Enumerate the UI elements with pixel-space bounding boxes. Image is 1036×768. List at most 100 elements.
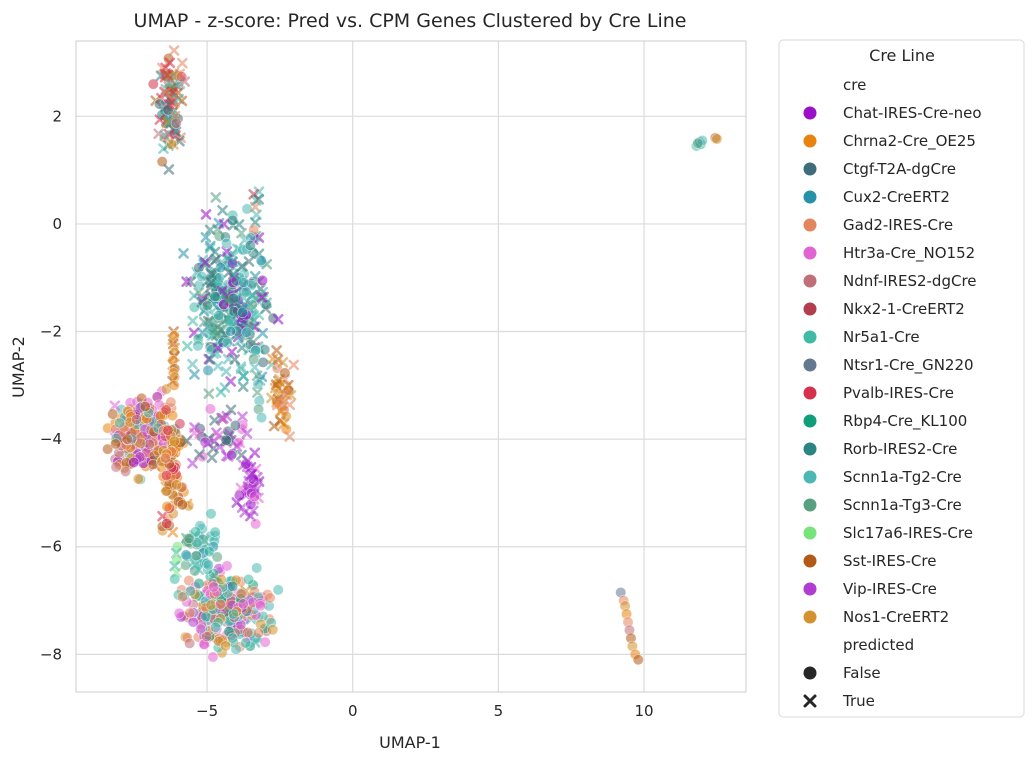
scatter-point-predicted (267, 353, 279, 365)
y-axis-label: UMAP-2 (9, 336, 28, 398)
scatter-point (171, 479, 183, 491)
scatter-point-predicted (187, 458, 198, 469)
scatter-point (250, 518, 262, 530)
scatter-point (221, 560, 233, 572)
legend-marker (803, 470, 817, 484)
scatter-point-predicted (285, 390, 297, 401)
scatter-point-predicted (181, 435, 193, 447)
scatter-point-predicted (231, 441, 243, 452)
scatter-point (162, 424, 174, 436)
scatter-point-predicted (189, 427, 200, 439)
scatter-point (205, 508, 217, 520)
scatter-point-predicted (227, 248, 238, 260)
legend-marker (803, 106, 817, 120)
scatter-point (160, 469, 172, 481)
scatter-point-predicted (237, 304, 249, 315)
scatter-point (230, 643, 242, 655)
legend-marker (803, 134, 817, 148)
scatter-point (252, 378, 264, 390)
scatter-point (196, 271, 208, 283)
scatter-point-predicted (198, 535, 210, 546)
legend-item-label: Scnn1a-Tg2-Cre (843, 468, 962, 486)
scatter-point-predicted (187, 358, 198, 370)
scatter-point-predicted (169, 110, 181, 122)
legend-item-label: Nos1-CreERT2 (843, 608, 949, 626)
scatter-point-predicted (247, 290, 258, 301)
scatter-point (128, 456, 140, 468)
scatter-point-predicted (181, 340, 193, 352)
scatter-point-predicted (236, 227, 247, 239)
legend-marker (803, 246, 817, 260)
scatter-points (102, 45, 723, 666)
legend-marker (803, 610, 817, 624)
scatter-point (256, 412, 268, 424)
scatter-point-predicted (205, 240, 216, 252)
legend-item-label: Chat-IRES-Cre-neo (843, 104, 982, 122)
scatter-point (174, 418, 186, 430)
scatter-point-predicted (253, 476, 265, 487)
scatter-point-predicted (217, 205, 228, 216)
legend-title: Cre Line (869, 46, 935, 65)
scatter-point-predicted (276, 397, 288, 409)
scatter-point (188, 301, 200, 313)
scatter-point-predicted (238, 292, 250, 304)
y-tick-label: −6 (40, 538, 62, 556)
scatter-point-predicted (284, 431, 295, 442)
scatter-point (209, 291, 221, 303)
scatter-point-predicted (168, 45, 180, 56)
scatter-point-predicted (178, 248, 189, 259)
scatter-point (214, 598, 226, 610)
y-tick-label: 0 (52, 215, 62, 233)
scatter-point (200, 611, 212, 623)
legend-item-label: Pvalb-IRES-Cre (843, 384, 954, 402)
y-tick-labels: −8 −6 −4 −2 0 2 (40, 107, 62, 663)
scatter-point (227, 580, 239, 592)
scatter-point (255, 255, 267, 267)
scatter-point-predicted (277, 357, 289, 368)
y-tick-label: −4 (40, 430, 62, 448)
scatter-point-predicted (237, 381, 249, 393)
scatter-point-predicted (218, 218, 230, 230)
scatter-point-predicted (272, 313, 284, 325)
legend-marker-circle (803, 666, 817, 680)
scatter-point-predicted (205, 277, 217, 289)
scatter-point-predicted (229, 354, 241, 365)
legend-item-label: Ndnf-IRES2-dgCre (843, 272, 977, 290)
scatter-point (220, 640, 232, 652)
scatter-point (227, 608, 239, 620)
legend-marker (803, 582, 817, 596)
gridlines (76, 41, 746, 692)
y-tick-label: 2 (52, 107, 62, 125)
scatter-point-predicted (278, 418, 290, 430)
scatter-point-predicted (163, 164, 175, 175)
legend-item-label: Vip-IRES-Cre (843, 580, 937, 598)
legend-marker (803, 498, 817, 512)
scatter-point-predicted (288, 359, 299, 371)
scatter-point-predicted (233, 274, 244, 285)
legend-marker (803, 274, 817, 288)
scatter-point (192, 340, 204, 352)
scatter-point (168, 379, 180, 391)
scatter-point (110, 461, 122, 473)
scatter-point (255, 600, 267, 612)
scatter-point (139, 400, 151, 412)
scatter-point (160, 404, 172, 416)
scatter-point (227, 632, 239, 644)
scatter-point (193, 578, 205, 590)
x-tick-label: 5 (494, 702, 504, 720)
scatter-point (161, 501, 173, 513)
scatter-point-predicted (249, 362, 260, 373)
scatter-point (160, 452, 172, 464)
legend-marker (803, 218, 817, 232)
legend-marker (803, 162, 817, 176)
legend-entries: cre Chat-IRES-Cre-neo Chrna2-Cre_OE25 Ctgf-… (803, 76, 982, 710)
scatter-point-predicted (217, 413, 228, 425)
legend-box (778, 39, 1025, 718)
scatter-point-predicted (239, 507, 250, 518)
x-tick-labels: −5 0 5 10 (196, 702, 654, 720)
legend-item-label: False (843, 664, 881, 682)
legend-marker (803, 386, 817, 400)
legend-marker (803, 302, 817, 316)
scatter-point (201, 630, 213, 642)
